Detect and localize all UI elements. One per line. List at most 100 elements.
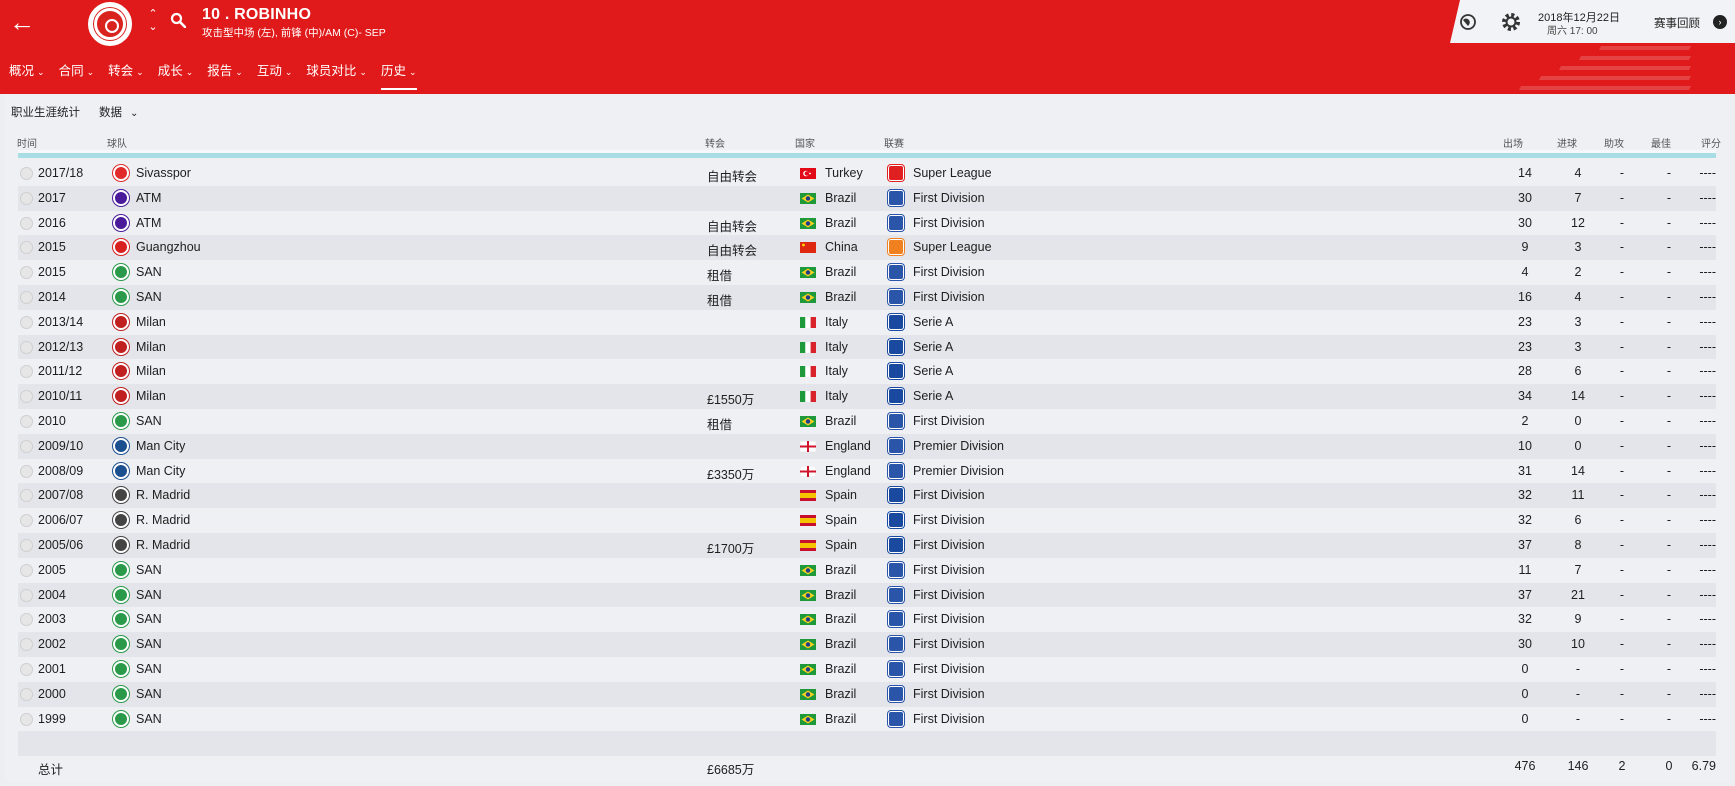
table-row[interactable]: 2002 SAN Brazil First Division 30 10- - ---- bbox=[18, 632, 1716, 657]
table-row[interactable]: 2015 SAN 租借 Brazil First Division 4 2- - ---- bbox=[18, 260, 1716, 285]
nav-item-contract[interactable]: 合同 ⌄ bbox=[58, 64, 95, 78]
row-league[interactable]: First Division bbox=[913, 215, 985, 230]
table-row[interactable]: 2008/09 Man City £3350万 England Premier Divi… bbox=[18, 459, 1716, 484]
row-league[interactable]: First Division bbox=[913, 190, 985, 205]
col-header-league[interactable]: 联赛 bbox=[884, 139, 904, 150]
club-logo-icon[interactable] bbox=[113, 462, 129, 479]
league-logo-icon[interactable] bbox=[888, 710, 904, 727]
row-select-icon[interactable] bbox=[20, 638, 33, 652]
club-logo-icon[interactable] bbox=[113, 561, 129, 578]
table-row[interactable]: 2000 SAN Brazil First Division 0- - - ---- bbox=[18, 681, 1716, 707]
col-header-assists[interactable]: 助攻 bbox=[1604, 139, 1624, 150]
table-row[interactable]: 2005/06 R. Madrid £1700万 Spain First Divisio… bbox=[18, 532, 1716, 558]
row-country[interactable]: Italy bbox=[825, 339, 848, 354]
row-country[interactable]: Brazil bbox=[825, 686, 857, 701]
row-select-icon[interactable] bbox=[20, 464, 33, 478]
club-logo-icon[interactable] bbox=[113, 487, 129, 504]
row-league[interactable]: First Division bbox=[913, 612, 985, 627]
row-club[interactable]: SAN bbox=[136, 413, 162, 428]
row-club[interactable]: Milan bbox=[136, 314, 166, 329]
nav-item-development[interactable]: 成长 ⌄ bbox=[157, 64, 194, 78]
league-logo-icon[interactable] bbox=[888, 214, 904, 231]
row-select-icon[interactable] bbox=[20, 613, 33, 627]
league-logo-icon[interactable] bbox=[888, 536, 904, 553]
table-row[interactable]: 2014 SAN 租借 Brazil First Division 16 4- - ---- bbox=[18, 284, 1716, 310]
row-league[interactable]: Super League bbox=[913, 166, 992, 180]
league-logo-icon[interactable] bbox=[888, 512, 904, 529]
row-club[interactable]: ATM bbox=[136, 190, 162, 205]
row-league[interactable]: Serie A bbox=[913, 339, 954, 354]
nav-item-reports[interactable]: 报告 ⌄ bbox=[207, 64, 243, 78]
row-select-icon[interactable] bbox=[20, 439, 33, 453]
match-review-button[interactable]: 赛事回顾 bbox=[1654, 18, 1700, 30]
col-header-apps[interactable]: 出场 bbox=[1503, 139, 1523, 150]
row-country[interactable]: Spain bbox=[825, 488, 857, 503]
table-row[interactable]: 2016 ATM 自由转会 Brazil First Division 30 12- - ---… bbox=[18, 211, 1716, 236]
row-league[interactable]: First Division bbox=[913, 413, 985, 428]
club-logo-icon[interactable] bbox=[113, 264, 129, 281]
league-logo-icon[interactable] bbox=[888, 165, 904, 181]
club-logo-icon[interactable] bbox=[113, 412, 129, 429]
league-logo-icon[interactable] bbox=[888, 462, 904, 479]
row-league[interactable]: First Division bbox=[913, 265, 985, 280]
table-row[interactable]: 2017 ATM Brazil First Division 30 7- - ---- bbox=[18, 185, 1716, 211]
club-logo-icon[interactable] bbox=[113, 363, 129, 380]
row-club[interactable]: SAN bbox=[136, 711, 162, 726]
row-select-icon[interactable] bbox=[20, 290, 33, 304]
row-country[interactable]: Italy bbox=[825, 364, 848, 379]
row-league[interactable]: First Division bbox=[913, 289, 985, 304]
chevron-right-icon[interactable]: › bbox=[1713, 15, 1727, 29]
row-select-icon[interactable] bbox=[20, 687, 33, 701]
col-header-pom[interactable]: 最佳 bbox=[1651, 139, 1671, 150]
club-logo-icon[interactable] bbox=[113, 313, 129, 330]
back-arrow-icon[interactable]: ← bbox=[9, 7, 35, 37]
table-row[interactable]: 2010/11 Milan £1550万 Italy Serie A 34 14- - ---- bbox=[18, 384, 1716, 409]
league-logo-icon[interactable] bbox=[888, 611, 904, 628]
row-select-icon[interactable] bbox=[20, 241, 33, 255]
club-logo-icon[interactable] bbox=[113, 660, 129, 677]
club-badge-icon[interactable] bbox=[88, 2, 132, 46]
row-country[interactable]: Brazil bbox=[825, 215, 857, 230]
club-logo-icon[interactable] bbox=[113, 388, 129, 405]
row-league[interactable]: Serie A bbox=[913, 314, 954, 329]
league-logo-icon[interactable] bbox=[888, 313, 904, 330]
league-logo-icon[interactable] bbox=[888, 338, 904, 355]
row-league[interactable]: Serie A bbox=[913, 364, 954, 379]
row-club[interactable]: SAN bbox=[136, 661, 162, 676]
table-row[interactable]: 2012/13 Milan Italy Serie A 23 3- - ---- bbox=[18, 334, 1716, 360]
row-club[interactable]: Man City bbox=[136, 438, 186, 453]
row-select-icon[interactable] bbox=[20, 191, 33, 205]
col-header-country[interactable]: 国家 bbox=[795, 139, 815, 150]
league-logo-icon[interactable] bbox=[888, 685, 904, 702]
row-league[interactable]: First Division bbox=[913, 711, 985, 726]
row-country[interactable]: England bbox=[825, 438, 871, 453]
table-row[interactable]: 2006/07 R. Madrid Spain First Division 32 6- -… bbox=[18, 508, 1716, 533]
league-logo-icon[interactable] bbox=[888, 189, 904, 206]
row-select-icon[interactable] bbox=[20, 538, 33, 552]
row-club[interactable]: SAN bbox=[136, 587, 162, 602]
globe-icon[interactable] bbox=[1458, 12, 1478, 32]
club-logo-icon[interactable] bbox=[113, 214, 129, 231]
league-logo-icon[interactable] bbox=[888, 561, 904, 578]
row-club[interactable]: ATM bbox=[136, 215, 162, 230]
row-club[interactable]: SAN bbox=[136, 265, 162, 280]
table-row[interactable]: 1999 SAN Brazil First Division 0- - - ---- bbox=[18, 707, 1716, 732]
row-country[interactable]: Italy bbox=[825, 314, 848, 329]
row-league[interactable]: First Division bbox=[913, 686, 985, 701]
row-select-icon[interactable] bbox=[20, 390, 33, 404]
league-logo-icon[interactable] bbox=[888, 586, 904, 603]
row-club[interactable]: SAN bbox=[136, 289, 162, 304]
row-league[interactable]: First Division bbox=[913, 488, 985, 503]
row-country[interactable]: Brazil bbox=[825, 562, 857, 577]
table-row[interactable]: 2013/14 Milan Italy Serie A 23 3- - ---- bbox=[18, 310, 1716, 335]
nav-item-interaction[interactable]: 互动 ⌄ bbox=[256, 64, 293, 78]
col-header-time[interactable]: 时间 bbox=[17, 139, 37, 150]
row-select-icon[interactable] bbox=[20, 514, 33, 528]
col-header-club[interactable]: 球队 bbox=[107, 139, 127, 150]
club-logo-icon[interactable] bbox=[113, 165, 129, 181]
row-club[interactable]: Milan bbox=[136, 339, 166, 354]
row-club[interactable]: Man City bbox=[136, 463, 186, 478]
table-row[interactable]: 2005 SAN Brazil First Division 11 7- - ---- bbox=[18, 558, 1716, 583]
col-header-fee[interactable]: 转会 bbox=[705, 139, 725, 150]
row-country[interactable]: Brazil bbox=[825, 661, 857, 676]
